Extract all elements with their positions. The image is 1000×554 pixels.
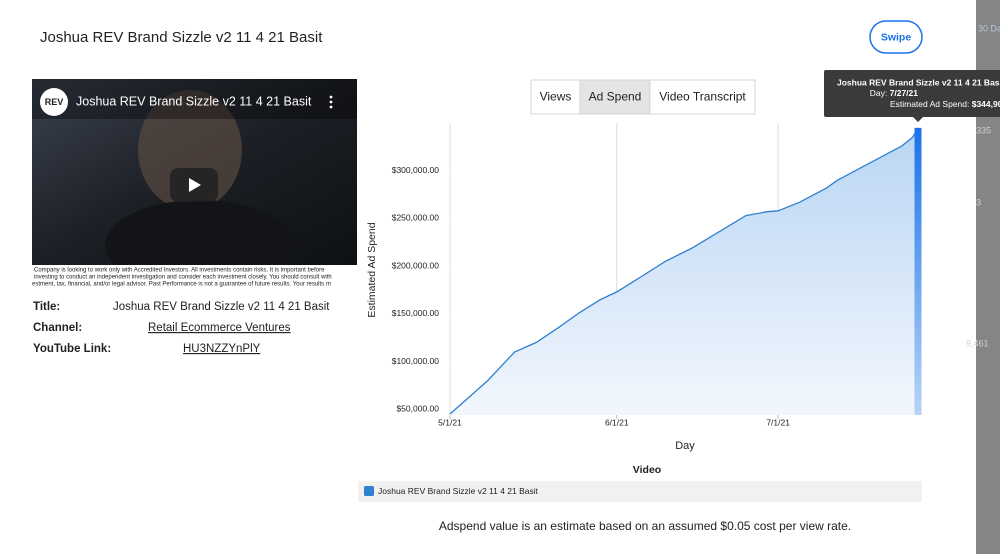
y-tick-label: $100,000.00 (392, 356, 440, 366)
x-tick-label: 7/1/21 (766, 417, 790, 427)
tab-label[interactable]: Video Transcript (659, 90, 746, 104)
disclaimer-line: estment, tax, financial, and/or legal ad… (32, 282, 331, 288)
tab-group: Views Ad Spend Video Transcript (530, 79, 756, 115)
video-logo (40, 88, 68, 116)
y-axis-title: Estimated Ad Spend (366, 222, 378, 317)
x-tick-label: 6/1/21 (605, 417, 629, 427)
background-text: 335 (976, 125, 991, 135)
legend-box (358, 481, 922, 502)
tab[interactable] (649, 79, 756, 115)
y-tick-label: $250,000.00 (392, 213, 440, 223)
menu-dot (329, 95, 333, 99)
x-tick-label: 5/1/21 (438, 417, 462, 427)
area (450, 127, 918, 416)
legend-swatch[interactable] (364, 486, 374, 496)
video-logo-text: REV (45, 97, 64, 107)
disclaimer-line: investing to conduct an independent inve… (34, 275, 332, 281)
tooltip-caret (913, 117, 923, 122)
tooltip-value: 7/27/21 (890, 88, 919, 98)
background-text: 3 (976, 197, 981, 207)
y-tick-label: $300,000.00 (392, 165, 440, 175)
video-title-bar (32, 79, 357, 119)
detail-label: Channel: (33, 322, 82, 334)
background-text: 30 Da (978, 23, 1000, 33)
legend-label[interactable]: Joshua REV Brand Sizzle v2 11 4 21 Basit (378, 486, 539, 496)
tab[interactable] (530, 79, 581, 115)
menu-dot (329, 100, 333, 104)
detail-link[interactable]: Retail Ecommerce Ventures (148, 322, 291, 334)
detail-link[interactable]: HU3NZZYnPlY (183, 343, 261, 355)
detail-label: YouTube Link: (33, 343, 111, 355)
y-tick-label: $150,000.00 (392, 308, 440, 318)
tooltip-value: $344,903.45 (972, 99, 1000, 109)
tooltip (824, 70, 1000, 117)
tooltip-label: Day: (870, 88, 887, 98)
hover-highlight[interactable] (914, 127, 922, 415)
footnote: Adspend value is an estimate based on an… (439, 519, 851, 533)
tooltip-title: Joshua REV Brand Sizzle v2 11 4 21 Basit (837, 77, 1000, 87)
disclaimer-box (32, 265, 357, 290)
swipe-button[interactable] (869, 20, 923, 54)
chart: 5/1/21 6/1/21 7/1/21 $50,000.00 $100,000.00 $… (358, 70, 1000, 502)
detail-value: Joshua REV Brand Sizzle v2 11 4 21 Basit (113, 301, 330, 313)
tooltip-line: Estimated Ad Spend: $344,903.45 (890, 99, 1000, 109)
swipe-button-label[interactable]: Swipe (881, 31, 912, 43)
page-title: Joshua REV Brand Sizzle v2 11 4 21 Basit (40, 29, 323, 46)
disclaimer-line: Company is looking to work only with Acc… (34, 268, 325, 274)
legend-title: Video (633, 464, 661, 476)
video-title[interactable]: Joshua REV Brand Sizzle v2 11 4 21 Basit (76, 94, 312, 108)
y-tick-label: $200,000.00 (392, 260, 440, 270)
detail-label: Title: (33, 301, 60, 313)
tooltip-line: Day: 7/27/21 (870, 88, 918, 98)
tab-label[interactable]: Views (540, 90, 572, 104)
line (449, 127, 919, 415)
play-icon (189, 178, 201, 192)
tooltip-label: Estimated Ad Spend: (890, 99, 969, 109)
background-text: 9,461 (966, 338, 989, 348)
tab-label[interactable]: Ad Spend (589, 90, 642, 104)
y-tick-label: $50,000.00 (396, 404, 439, 414)
menu-dot (329, 105, 333, 109)
x-axis-title: Day (675, 440, 695, 452)
